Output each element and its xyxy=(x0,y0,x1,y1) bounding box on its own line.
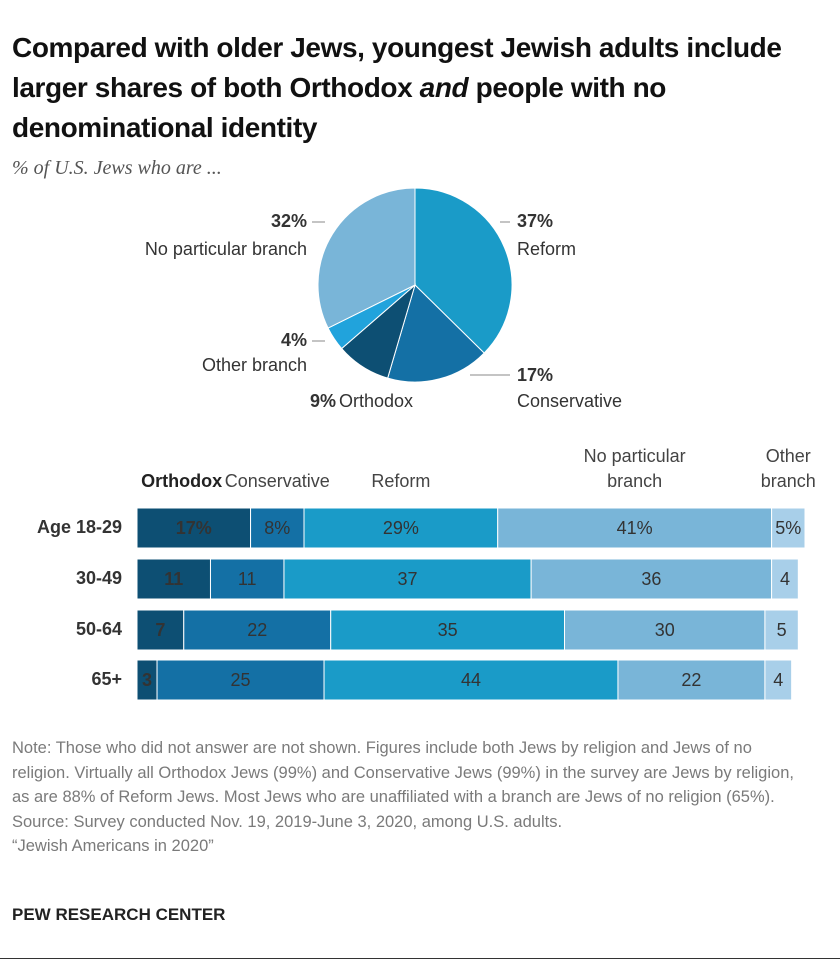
row-label: 65+ xyxy=(91,669,122,689)
bar-value-label: 11 xyxy=(238,569,257,589)
bar-value-label: 35 xyxy=(438,620,458,640)
bar-segment xyxy=(764,659,793,701)
bar-value-label: 30 xyxy=(655,620,675,640)
bar-segment xyxy=(530,558,773,600)
bar-value-label: 5 xyxy=(777,620,787,640)
legend-label: Orthodox xyxy=(141,471,223,491)
bar-segment xyxy=(564,609,766,651)
bar-value-label: 25 xyxy=(231,670,251,690)
row-label: 30-49 xyxy=(76,568,122,588)
bar-segment xyxy=(250,507,305,549)
bar-segment xyxy=(283,558,532,600)
pie-category-label: Other branch xyxy=(202,355,307,375)
pie-category-label: Orthodox xyxy=(339,391,413,411)
pie-slice xyxy=(317,187,416,329)
legend-label: No particular branch xyxy=(583,446,686,491)
bar-segment xyxy=(771,507,806,549)
bar-value-label: 22 xyxy=(681,670,701,690)
pie-category-label: No particular branch xyxy=(145,239,307,259)
bar-segment xyxy=(136,507,252,549)
rule xyxy=(0,958,840,959)
pie-value-label: 4% xyxy=(281,330,307,350)
bar-segment xyxy=(209,558,285,600)
pie-value-label: 17% xyxy=(517,365,553,385)
bar-value-label: 4 xyxy=(773,670,783,690)
pie-value-label: 32% xyxy=(271,211,307,231)
bar-value-label: 3 xyxy=(142,670,152,690)
pie-value-label: 37% xyxy=(517,211,553,231)
legend-label: Reform xyxy=(371,471,431,491)
source: Source: Survey conducted Nov. 19, 2019-J… xyxy=(12,812,563,831)
bar-segment xyxy=(330,609,566,651)
bar-value-label: 37 xyxy=(398,569,418,589)
bar-segment xyxy=(497,507,773,549)
bar-value-label: 41% xyxy=(617,518,653,538)
brand: PEW RESEARCH CENTER xyxy=(12,905,226,924)
bar-value-label: 4 xyxy=(780,569,790,589)
legend-label: Conservative xyxy=(224,471,330,491)
row-label: Age 18-29 xyxy=(37,517,122,537)
bar-segment xyxy=(764,609,799,651)
pie-slice xyxy=(387,284,485,383)
bar-value-label: 36 xyxy=(641,569,661,589)
subtitle: % of U.S. Jews who are ... xyxy=(12,157,222,179)
row-label: 50-64 xyxy=(76,619,122,639)
bar-value-label: 44 xyxy=(461,670,481,690)
bar-value-label: 8% xyxy=(264,518,290,538)
title: Compared with older Jews, youngest Jewis… xyxy=(12,28,802,148)
bar-value-label: 29% xyxy=(383,518,419,538)
bar-value-label: 22 xyxy=(247,620,267,640)
notes: Note: Those who did not answer are not s… xyxy=(12,736,812,859)
bar-value-label: 7 xyxy=(155,620,165,640)
bar-segment xyxy=(136,609,185,651)
title-text: Compared with older Jews, youngest Jewis… xyxy=(12,32,782,103)
legend-label: Other branch xyxy=(760,446,816,491)
bar-value-label: 17% xyxy=(176,518,212,538)
bar-segment xyxy=(303,507,499,549)
bar-segment xyxy=(323,659,619,701)
bar-value-label: 11 xyxy=(164,569,183,589)
bar-value-label: 5% xyxy=(775,518,801,538)
bar-segment xyxy=(183,609,332,651)
pie-category-label: Reform xyxy=(517,239,576,259)
pie-value-label: 9% xyxy=(310,391,336,411)
pie-slice xyxy=(414,187,513,354)
note: Note: Those who did not answer are not s… xyxy=(12,739,794,806)
title-emphasis: and xyxy=(419,72,469,103)
title-text: people with no denominational identity xyxy=(12,72,667,143)
report: “Jewish Americans in 2020” xyxy=(12,837,214,855)
pie-category-label: Conservative xyxy=(517,391,622,411)
bar-segment xyxy=(771,558,799,600)
